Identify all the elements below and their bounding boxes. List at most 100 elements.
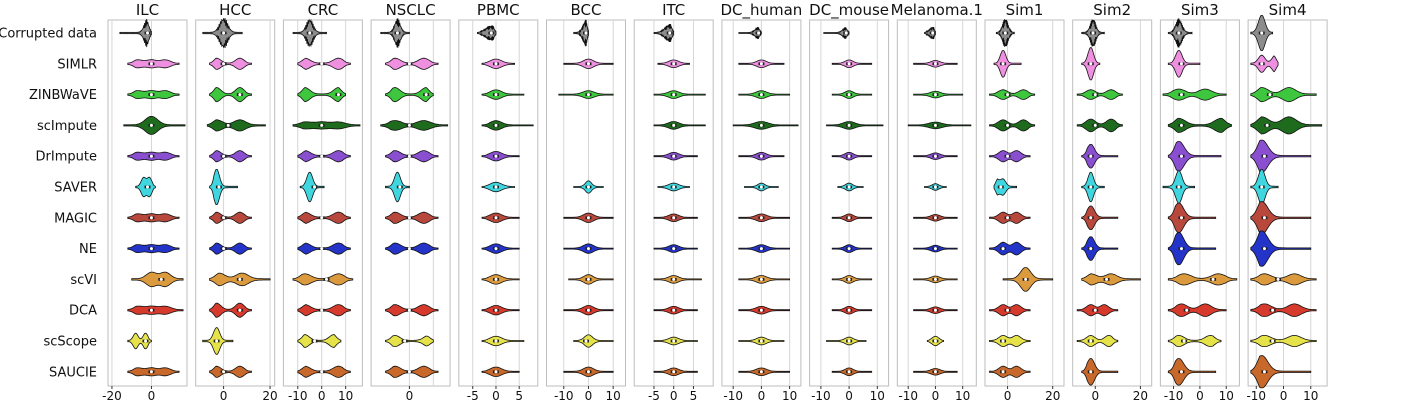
violin-melanoma-1-ne: [913, 244, 958, 253]
panel-title: Melanoma.1: [891, 1, 983, 19]
violin-median: [933, 370, 937, 374]
x-tick-label: 10: [606, 389, 621, 403]
violin-body: [653, 90, 706, 99]
violin-sim3-magic: [1167, 202, 1217, 233]
panel-title: PBMC: [477, 1, 520, 19]
violin-sim1-dca: [989, 304, 1031, 317]
violin-crc-magic: [297, 211, 351, 224]
violin-median: [494, 277, 498, 281]
violin-pbmc-ne: [481, 243, 520, 254]
violin-dc-human-drimpute: [738, 152, 785, 161]
panel-title: BCC: [571, 1, 602, 19]
x-tick-label: -5: [467, 389, 479, 403]
x-tick-label: 0: [406, 389, 414, 403]
violin-median: [407, 370, 411, 374]
violin-itc-ne: [653, 244, 698, 253]
violin-itc-zinbwave: [653, 90, 706, 99]
violin-body: [1081, 236, 1119, 261]
panel-frame: [107, 19, 188, 387]
violin-body: [1076, 334, 1119, 348]
panel-crc: CRC -10 0 10: [282, 1, 363, 403]
violin-median: [149, 93, 153, 97]
x-tick-label: 0: [670, 389, 678, 403]
violin-body: [385, 87, 434, 103]
violin-median: [672, 370, 676, 374]
x-tick-label: -10: [811, 389, 831, 403]
violin-sim1-simlr: [993, 50, 1022, 78]
violin-pbmc-corrupted-data: [477, 25, 497, 41]
violin-median: [407, 62, 411, 66]
violin-median: [494, 216, 498, 220]
violin-pbmc-zinbwave: [481, 89, 525, 100]
violin-body: [1081, 358, 1119, 386]
violin-median: [1089, 339, 1093, 343]
violin-sim3-corrupted-data: [1167, 18, 1193, 48]
violin-median: [672, 308, 676, 312]
violin-nsclc-simlr: [385, 57, 439, 70]
violin-body: [292, 273, 354, 286]
x-tick-label: -10: [554, 389, 574, 403]
violin-itc-drimpute: [653, 152, 698, 161]
violin-median: [313, 339, 317, 343]
violin-median: [1093, 308, 1097, 312]
row-label-zinbwave: ZINBWaVE: [29, 88, 97, 103]
violin-body: [481, 120, 534, 131]
violin-sim1-zinbwave: [989, 89, 1036, 100]
violin-body: [481, 243, 520, 254]
violin-nsclc-drimpute: [385, 150, 439, 163]
violin-sim1-saucie: [989, 365, 1031, 378]
violin-body: [653, 121, 706, 130]
violin-median: [1089, 216, 1093, 220]
violin-median: [320, 370, 324, 374]
x-tick-label: 0: [845, 389, 853, 403]
x-tick-label: -10: [1246, 389, 1266, 403]
panel-title: ITC: [662, 1, 685, 19]
x-tick-label: 0: [758, 389, 766, 403]
violin-median: [1001, 339, 1005, 343]
violin-median: [933, 308, 937, 312]
violin-median: [1276, 277, 1280, 281]
violin-median: [1006, 93, 1010, 97]
violin-median: [1185, 308, 1189, 312]
violin-median: [668, 31, 672, 35]
violin-body: [209, 57, 252, 70]
violin-sim2-scimpute: [1076, 118, 1123, 133]
violin-median: [494, 62, 498, 66]
panel-dc-mouse: DC_mouse -10 0 10: [809, 1, 890, 403]
violin-median: [847, 154, 851, 158]
violin-median: [320, 154, 324, 158]
violin-body: [1250, 139, 1312, 173]
violin-median: [320, 308, 324, 312]
violin-dc-human-corrupted-data: [738, 26, 762, 40]
violin-body: [1076, 89, 1123, 100]
violin-dc-human-saver: [744, 182, 779, 192]
violin-itc-scscope: [653, 336, 698, 346]
violin-median: [586, 370, 590, 374]
violin-hcc-scvi: [209, 272, 271, 287]
violin-median: [933, 185, 937, 189]
violin-median: [494, 370, 498, 374]
violin-median: [586, 93, 590, 97]
violin-median: [847, 247, 851, 251]
violin-body: [989, 335, 1031, 347]
violin-body: [206, 119, 266, 132]
violin-median: [1001, 62, 1005, 66]
violin-sim1-drimpute: [989, 150, 1031, 163]
violin-median: [759, 308, 763, 312]
violin-median: [759, 339, 763, 343]
violin-median: [149, 154, 153, 158]
violin-median: [1179, 62, 1183, 66]
violin-sim1-scimpute: [989, 119, 1036, 132]
violin-median: [320, 216, 324, 220]
violin-pbmc-scscope: [481, 335, 525, 347]
panel-title: HCC: [219, 1, 251, 19]
violin-body: [907, 121, 972, 130]
x-tick-label: 0: [148, 389, 156, 403]
x-tick-label: -10: [723, 389, 743, 403]
violin-sim1-magic: [989, 211, 1031, 224]
panel-frame: [984, 19, 1065, 387]
violin-body: [292, 121, 361, 130]
violin-hcc-ne: [209, 242, 252, 255]
violin-dc-human-simlr: [738, 59, 785, 68]
violin-sim4-scscope: [1250, 334, 1317, 348]
